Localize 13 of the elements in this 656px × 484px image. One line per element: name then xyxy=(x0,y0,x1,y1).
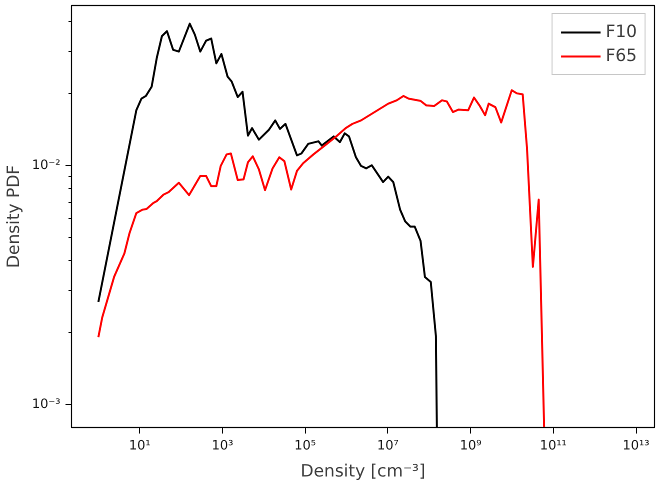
x-axis-title: Density [cm⁻³] xyxy=(300,462,426,482)
x-tick-label: 10¹ xyxy=(128,438,151,454)
legend-label: F65 xyxy=(606,46,637,66)
x-tick-label: 10⁹ xyxy=(460,438,482,454)
x-tick-label: 10⁷ xyxy=(376,438,399,454)
x-tick-label: 10⁵ xyxy=(294,438,316,454)
x-tick-label: 10³ xyxy=(212,438,234,454)
y-tick-label: 10⁻³ xyxy=(32,396,61,412)
y-axis-title: Density PDF xyxy=(4,164,24,268)
x-tick-label: 10¹³ xyxy=(622,438,650,454)
x-tick-label: 10¹¹ xyxy=(540,438,567,454)
y-tick-label: 10⁻² xyxy=(32,158,61,173)
legend-label: F10 xyxy=(606,22,637,42)
